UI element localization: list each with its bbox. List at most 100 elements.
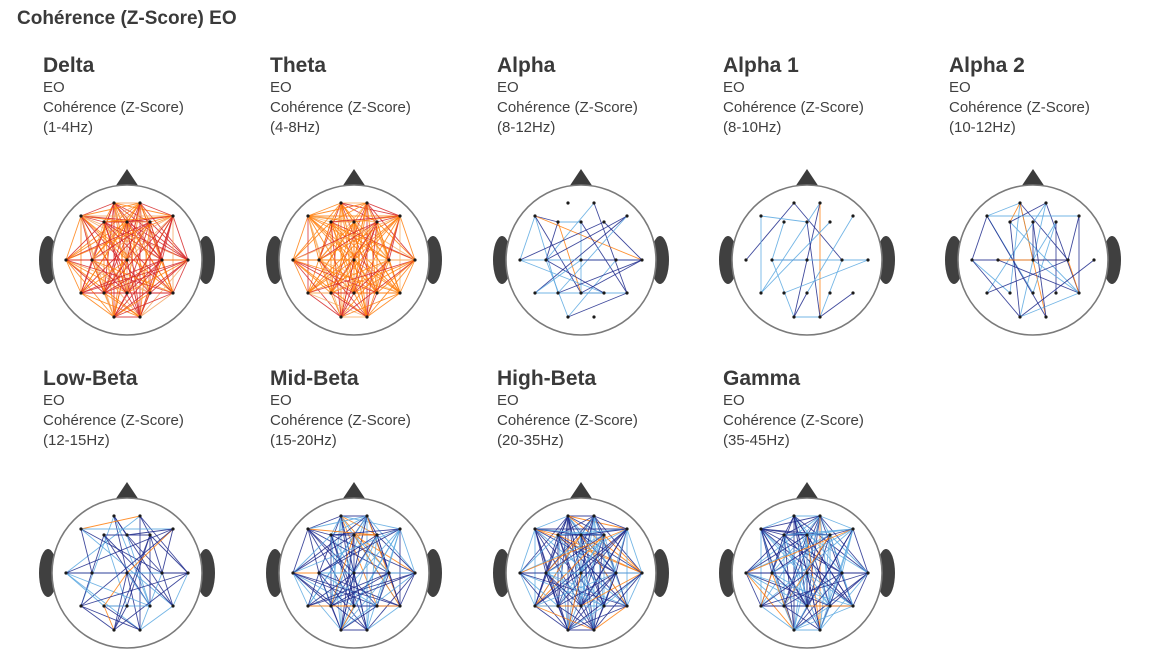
panel-band: Alpha [497, 54, 556, 77]
electrode-dot [602, 220, 606, 224]
electrode-dot [365, 514, 369, 518]
coherence-line [149, 259, 189, 294]
coherence-line [292, 572, 378, 607]
coherence-line [307, 259, 390, 294]
coherence-line [783, 528, 854, 536]
coherence-line [545, 259, 569, 318]
electrode-dot [805, 220, 809, 224]
coherence-line [793, 528, 854, 631]
coherence-line [760, 215, 808, 223]
electrode-dot [579, 533, 583, 537]
coherence-line [80, 221, 151, 294]
coherence-line [126, 528, 174, 536]
coherence-line [340, 572, 355, 631]
coherence-line [126, 534, 163, 574]
coherence-line [376, 215, 401, 223]
electrode-dot [759, 214, 763, 218]
coherence-line [330, 534, 416, 574]
coherence-line [307, 221, 378, 294]
electrode-dot [818, 514, 822, 518]
electrode-dot [413, 258, 417, 262]
electrode-dot [566, 628, 570, 632]
coherence-line [519, 259, 605, 294]
electrode-dot [1031, 258, 1035, 262]
panel-range: (1-4Hz) [43, 119, 94, 136]
coherence-line [80, 292, 141, 318]
panel-band: Alpha 1 [723, 54, 799, 77]
coherence-line [103, 534, 128, 607]
electrode-dot [985, 291, 989, 295]
coherence-line [534, 515, 569, 530]
electrode-dot [602, 533, 606, 537]
electrode-dot [818, 628, 822, 632]
electrode-dot [125, 258, 129, 262]
coherence-line [997, 259, 1080, 294]
electrode-dot [352, 571, 356, 575]
coherence-line [534, 572, 617, 607]
electrode-dot [556, 291, 560, 295]
electrode-dot [805, 291, 809, 295]
coherence-line [534, 534, 582, 607]
electrode-dot [148, 220, 152, 224]
panel-alpha-1: Alpha 1 EO Cohérence (Z-Score) (8-10Hz) [719, 54, 943, 354]
coherence-line [91, 202, 141, 261]
coherence-line [80, 215, 151, 294]
coherence-line [139, 202, 151, 294]
electrode-dot [614, 571, 618, 575]
electrode-dot [625, 527, 629, 531]
electrode-dot [566, 201, 570, 205]
coherence-line [771, 534, 831, 574]
coherence-line [1009, 202, 1021, 223]
coherence-line [307, 515, 342, 530]
electrode-dot [291, 571, 295, 575]
electrode-dot [544, 571, 548, 575]
nose-icon [795, 169, 819, 187]
coherence-line [307, 528, 378, 607]
electrode-dot [352, 220, 356, 224]
electrode-dot [533, 527, 537, 531]
coherence-line [65, 572, 151, 607]
coherence-line [760, 515, 821, 530]
electrode-dot [375, 533, 379, 537]
coherence-line [783, 259, 869, 294]
coherence-line [307, 215, 378, 223]
electrode-dot [851, 291, 855, 295]
coherence-line [126, 215, 174, 261]
electrode-dot [148, 533, 152, 537]
coherence-line [65, 259, 82, 294]
coherence-line [519, 572, 605, 607]
coherence-line [593, 605, 628, 631]
coherence-line [149, 534, 189, 574]
coherence-line [80, 292, 115, 318]
coherence-line [534, 528, 559, 536]
electrode-dot [592, 514, 596, 518]
electrode-dot [1018, 201, 1022, 205]
coherence-line [519, 572, 559, 607]
coherence-line [388, 259, 401, 294]
coherence-line [292, 528, 309, 574]
coherence-line [580, 534, 605, 607]
electrode-dot [744, 258, 748, 262]
coherence-line [292, 259, 378, 294]
coherence-line [534, 528, 628, 607]
coherence-line [783, 605, 795, 631]
coherence-line [745, 572, 808, 607]
coherence-line [519, 221, 605, 261]
electrode-dot [365, 201, 369, 205]
electrode-dot [792, 628, 796, 632]
electrode-dot [759, 604, 763, 608]
coherence-line [80, 528, 163, 574]
coherence-line [103, 215, 174, 294]
coherence-line [557, 528, 628, 536]
coherence-line [318, 215, 401, 261]
panel-condition: EO [497, 392, 519, 409]
coherence-line [793, 292, 808, 318]
coherence-line [971, 259, 1011, 294]
coherence-line [557, 572, 617, 607]
electrode-dot [306, 527, 310, 531]
coherence-line [307, 221, 355, 294]
panel-gamma: Gamma EO Cohérence (Z-Score) (35-45Hz) [719, 367, 943, 667]
coherence-line [580, 572, 617, 607]
electrode-dot [171, 214, 175, 218]
electrode-dot [782, 533, 786, 537]
